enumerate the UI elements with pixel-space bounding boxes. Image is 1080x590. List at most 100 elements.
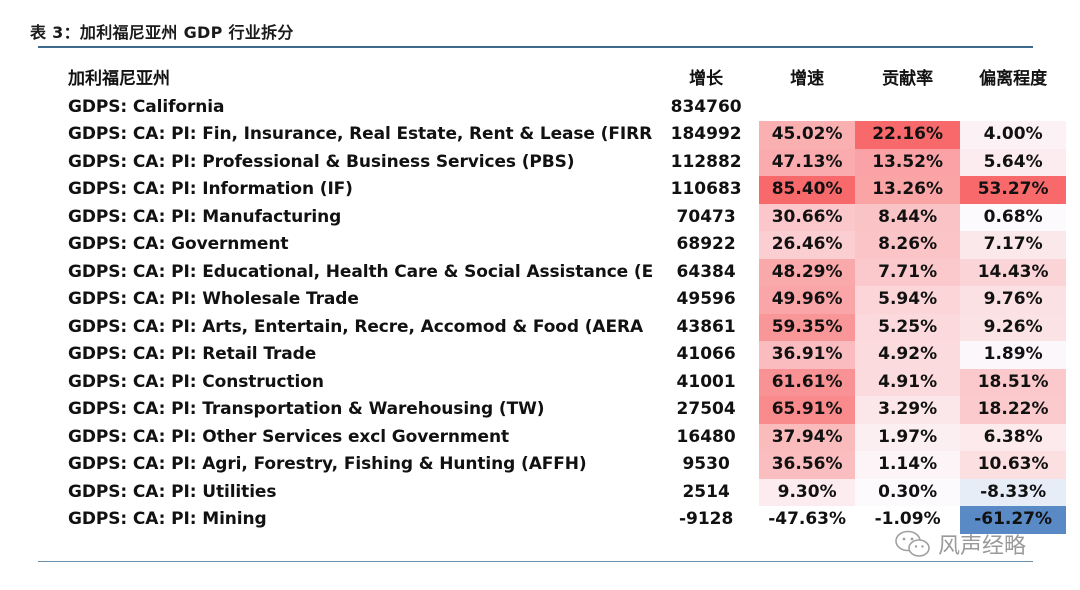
- row-dev: -8.33%: [960, 478, 1067, 506]
- gdp-industry-table: 加利福尼亚州 增长 增速 贡献率 偏离程度 GDPS: California 83…: [68, 66, 1067, 534]
- row-gain: 9530: [682, 454, 730, 474]
- row-gain: 41066: [676, 344, 736, 364]
- watermark-text: 风声经略: [938, 534, 1027, 559]
- table-row: GDPS: CA: PI: Educational, Health Care &…: [68, 258, 1067, 286]
- row-dev: 18.22%: [960, 396, 1067, 424]
- row-name: GDPS: CA: PI: Transportation & Warehousi…: [68, 399, 545, 419]
- row-dev: 4.00%: [960, 121, 1067, 149]
- header-gain: 增长: [689, 69, 724, 89]
- row-gain: 2514: [682, 481, 730, 502]
- table-row: GDPS: CA: PI: Arts, Entertain, Recre, Ac…: [68, 313, 1067, 341]
- row-gain: -9128: [678, 509, 734, 529]
- watermark: 风声经略: [894, 528, 1026, 560]
- row-dev: 9.76%: [960, 286, 1067, 314]
- row-speed: 30.66%: [759, 203, 856, 231]
- row-contrib: 8.44%: [855, 203, 961, 231]
- row-name: GDPS: California: [68, 96, 225, 117]
- wechat-icon: [895, 530, 930, 557]
- row-speed: 37.94%: [759, 423, 856, 451]
- table-row: GDPS: CA: PI: Utilities 2514 9.30% 0.30% -8.…: [68, 478, 1067, 506]
- row-dev: 18.51%: [960, 368, 1067, 396]
- row-contrib: [855, 94, 960, 122]
- table-row: GDPS: CA: PI: Other Services excl Govern…: [68, 423, 1067, 451]
- row-speed: 48.29%: [759, 258, 856, 286]
- row-dev: 6.38%: [960, 423, 1067, 451]
- row-gain: 27504: [676, 399, 736, 419]
- table-row: GDPS: CA: Government 68922 26.46% 8.26% 7.17…: [68, 231, 1067, 259]
- row-gain: 41001: [676, 371, 736, 392]
- row-gain: 184992: [670, 124, 742, 144]
- page-title: 表 3：加利福尼亚州 GDP 行业拆分: [30, 23, 294, 42]
- row-dev: 14.43%: [960, 258, 1067, 286]
- row-name: GDPS: CA: PI: Agri, Forestry, Fishing & …: [68, 454, 587, 474]
- row-name: GDPS: CA: PI: Information (IF): [68, 179, 353, 199]
- table-row: GDPS: California 834760: [68, 94, 1066, 122]
- row-speed: -47.63%: [768, 509, 847, 529]
- row-gain: 49596: [676, 289, 736, 309]
- row-contrib: 22.16%: [855, 121, 961, 149]
- table-row: GDPS: CA: PI: Information (IF) 110683 85.4…: [68, 176, 1067, 204]
- table-row: GDPS: CA: PI: Agri, Forestry, Fishing & …: [68, 451, 1067, 479]
- table-row: GDPS: CA: PI: Mining -9128 -47.63% -1.09% -6…: [68, 506, 1067, 534]
- row-name: GDPS: CA: PI: Mining: [68, 509, 267, 529]
- row-gain: 112882: [670, 151, 742, 172]
- table-header-row: 加利福尼亚州 增长 增速 贡献率 偏离程度: [68, 66, 1066, 94]
- row-speed: 36.91%: [759, 341, 856, 369]
- table-row: GDPS: CA: PI: Fin, Insurance, Real Estat…: [68, 121, 1067, 149]
- row-gain: 110683: [670, 179, 742, 199]
- row-name: GDPS: CA: PI: Retail Trade: [68, 344, 317, 364]
- header-region: 加利福尼亚州: [68, 69, 170, 89]
- row-gain: 70473: [676, 206, 736, 227]
- table-row: GDPS: CA: PI: Retail Trade 41066 36.91% 4.9…: [68, 341, 1067, 369]
- header-contrib: 贡献率: [882, 69, 934, 89]
- row-name: GDPS: CA: PI: Arts, Entertain, Recre, Ac…: [68, 316, 644, 337]
- header-dev: 偏离程度: [979, 69, 1048, 89]
- row-contrib: 5.25%: [855, 313, 961, 341]
- row-speed: 65.91%: [759, 396, 856, 424]
- row-contrib: -1.09%: [874, 509, 941, 529]
- top-divider: [38, 46, 1033, 48]
- row-dev: 1.89%: [960, 341, 1067, 369]
- row-dev: 7.17%: [960, 231, 1067, 259]
- row-speed: 61.61%: [759, 368, 856, 396]
- row-speed: 45.02%: [759, 121, 856, 149]
- row-contrib: 0.30%: [855, 478, 961, 506]
- row-speed: 36.56%: [759, 451, 856, 479]
- table-row: GDPS: CA: PI: Professional & Business Se…: [68, 148, 1067, 176]
- row-contrib: 4.92%: [855, 341, 961, 369]
- row-name: GDPS: CA: Government: [68, 234, 289, 254]
- table-row: GDPS: CA: PI: Wholesale Trade 49596 49.96%…: [68, 286, 1067, 314]
- row-gain: 834760: [670, 96, 742, 117]
- row-contrib: 1.97%: [855, 423, 961, 451]
- row-contrib: 13.26%: [855, 176, 961, 204]
- row-speed: [759, 94, 855, 122]
- table-row: GDPS: CA: PI: Transportation & Warehousi…: [68, 396, 1067, 424]
- row-speed: 85.40%: [759, 176, 856, 204]
- row-dev: 53.27%: [960, 176, 1067, 204]
- row-name: GDPS: CA: PI: Manufacturing: [68, 206, 342, 227]
- row-name: GDPS: CA: PI: Utilities: [68, 481, 277, 502]
- row-speed: 9.30%: [759, 478, 856, 506]
- row-contrib: 13.52%: [855, 148, 961, 176]
- row-name: GDPS: CA: PI: Educational, Health Care &…: [68, 261, 654, 282]
- row-dev: -61.27%: [960, 506, 1067, 534]
- row-speed: 59.35%: [759, 313, 856, 341]
- row-name: GDPS: CA: PI: Other Services excl Govern…: [68, 426, 509, 447]
- table-row: GDPS: CA: PI: Construction 41001 61.61% 4.9…: [68, 368, 1067, 396]
- row-contrib: 1.14%: [855, 451, 961, 479]
- row-speed: 49.96%: [759, 286, 856, 314]
- row-name: GDPS: CA: PI: Professional & Business Se…: [68, 151, 575, 172]
- row-contrib: 3.29%: [855, 396, 961, 424]
- row-gain: 16480: [676, 426, 736, 447]
- row-name: GDPS: CA: PI: Fin, Insurance, Real Estat…: [68, 124, 653, 144]
- row-speed: 47.13%: [759, 148, 856, 176]
- row-contrib: 7.71%: [855, 258, 961, 286]
- bottom-divider: [38, 561, 1033, 562]
- row-contrib: 5.94%: [855, 286, 961, 314]
- row-dev: [960, 94, 1066, 122]
- row-dev: 9.26%: [960, 313, 1067, 341]
- row-gain: 43861: [676, 316, 736, 337]
- row-gain: 64384: [676, 261, 736, 282]
- row-contrib: 4.91%: [855, 368, 961, 396]
- row-name: GDPS: CA: PI: Wholesale Trade: [68, 289, 359, 309]
